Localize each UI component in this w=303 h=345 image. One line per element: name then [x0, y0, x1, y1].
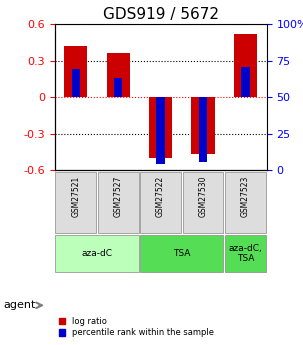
Text: aza-dC,
TSA: aza-dC, TSA — [228, 244, 262, 263]
Bar — [199, 97, 207, 161]
FancyBboxPatch shape — [140, 171, 181, 233]
Bar — [72, 69, 80, 97]
Bar — [191, 97, 215, 155]
Bar — [234, 34, 257, 97]
Text: agent: agent — [3, 300, 35, 310]
Text: GSM27527: GSM27527 — [114, 175, 123, 217]
FancyBboxPatch shape — [140, 235, 223, 272]
FancyBboxPatch shape — [225, 171, 266, 233]
Text: GSM27523: GSM27523 — [241, 175, 250, 217]
FancyBboxPatch shape — [183, 171, 223, 233]
Bar — [64, 46, 87, 97]
Text: GSM27522: GSM27522 — [156, 175, 165, 217]
Bar — [241, 67, 250, 97]
Legend: log ratio, percentile rank within the sample: log ratio, percentile rank within the sa… — [59, 317, 214, 337]
Text: GSM27530: GSM27530 — [198, 175, 208, 217]
Bar — [149, 97, 172, 158]
Text: aza-dC: aza-dC — [82, 249, 112, 258]
Bar — [114, 78, 122, 97]
Bar — [107, 53, 130, 97]
Text: TSA: TSA — [173, 249, 191, 258]
Title: GDS919 / 5672: GDS919 / 5672 — [103, 7, 218, 22]
FancyBboxPatch shape — [55, 235, 138, 272]
FancyBboxPatch shape — [55, 171, 96, 233]
FancyBboxPatch shape — [225, 235, 266, 272]
Bar — [156, 97, 165, 165]
FancyBboxPatch shape — [98, 171, 138, 233]
Text: GSM27521: GSM27521 — [71, 175, 80, 217]
